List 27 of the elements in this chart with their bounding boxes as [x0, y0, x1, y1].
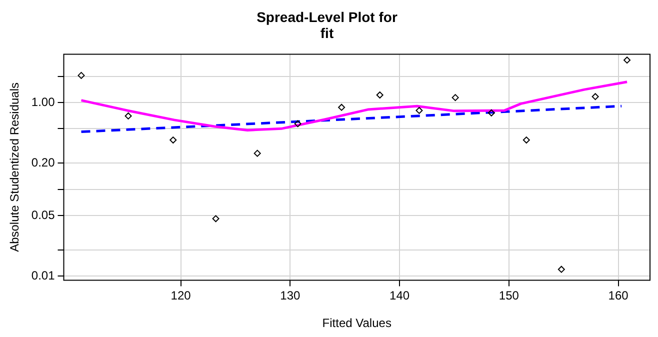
x-tick-label: 140: [390, 288, 410, 303]
point: [558, 266, 565, 273]
x-tick-label: 160: [608, 288, 629, 303]
point: [78, 72, 85, 79]
point: [592, 93, 599, 100]
y-tick-label: 1.00: [31, 94, 56, 109]
y-axis-title: Absolute Studentized Residuals: [8, 82, 22, 252]
point: [170, 136, 177, 144]
chart-title: Spread-Level Plot for fit: [256, 8, 398, 42]
point: [254, 150, 261, 157]
point: [416, 106, 423, 114]
point: [376, 92, 384, 99]
point: [488, 109, 495, 116]
x-axis-title: Fitted Values: [322, 316, 392, 330]
x-tick-label: 130: [280, 288, 300, 303]
y-tick-label: 0.05: [31, 208, 56, 222]
point: [294, 120, 302, 128]
y-tick-label: 0.20: [31, 156, 56, 170]
point: [124, 112, 132, 120]
point: [624, 56, 631, 64]
y-tick-label: 0.01: [31, 268, 56, 283]
x-tick-label: 150: [498, 288, 520, 303]
x-tick-label: 120: [170, 288, 192, 303]
point: [452, 94, 459, 102]
point: [522, 136, 530, 144]
point: [212, 215, 220, 222]
point: [338, 104, 346, 111]
